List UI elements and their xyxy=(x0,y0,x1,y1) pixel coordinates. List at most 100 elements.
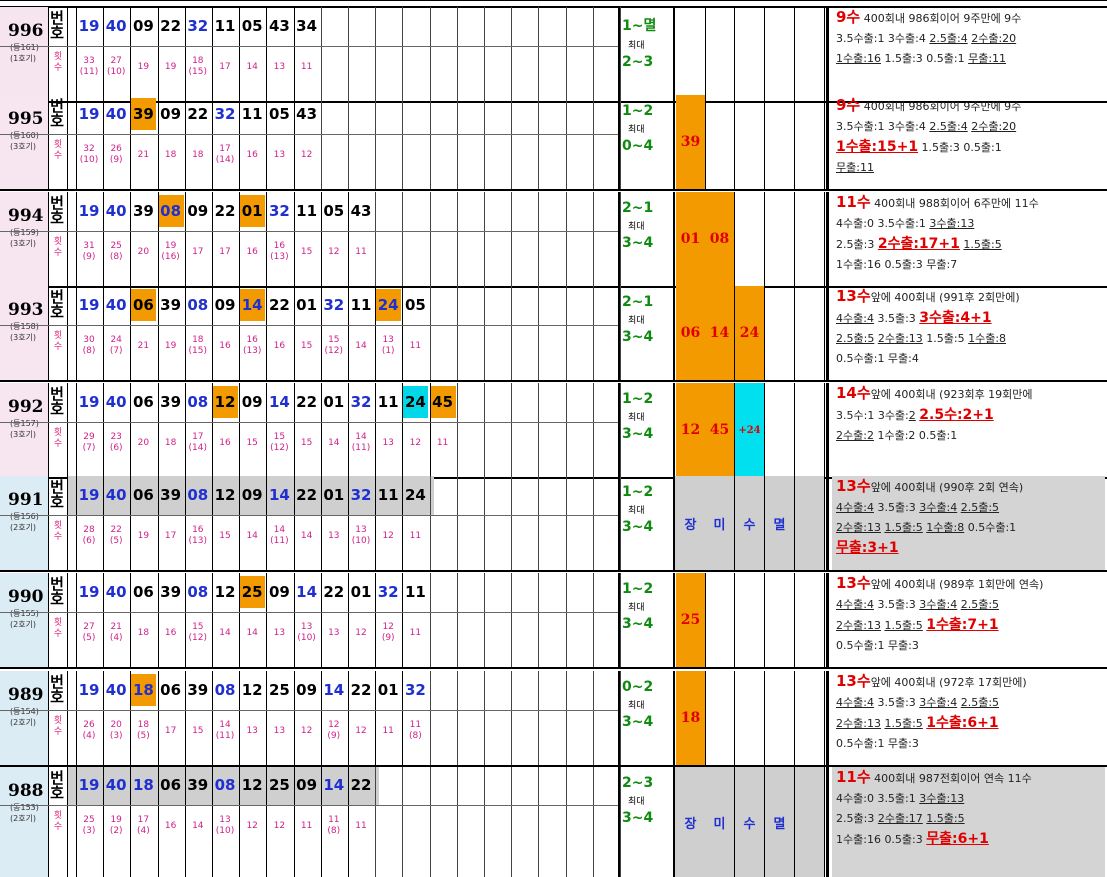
count-cell: 11 xyxy=(348,237,374,267)
grid-line xyxy=(429,476,431,570)
label-number: 번호 xyxy=(50,387,66,417)
extra-number: 미 xyxy=(705,476,734,570)
count-rank: (14) xyxy=(215,155,235,165)
count-value: 18 xyxy=(137,627,150,638)
lotto-number: 32 xyxy=(187,16,209,35)
count-value: 13 xyxy=(273,61,286,72)
divider xyxy=(673,95,675,189)
range-max-label: 최대 xyxy=(628,603,645,613)
note-text: 2.5수:2+1 xyxy=(919,407,994,423)
range-bottom: 3~4 xyxy=(622,235,654,251)
grid-line xyxy=(484,286,485,380)
grid-line xyxy=(764,573,765,667)
note-text: 2.5출:4 xyxy=(929,32,968,45)
count-value: 15 xyxy=(246,437,258,448)
grid-line xyxy=(320,192,322,286)
grid-line xyxy=(484,95,485,189)
grid-line xyxy=(103,671,105,765)
count-rank: (6) xyxy=(109,443,123,453)
count-rank: (9) xyxy=(381,633,395,643)
count-rank: (9) xyxy=(82,252,96,262)
extra-number: 25 xyxy=(676,573,705,667)
grid-line xyxy=(212,286,213,380)
grid-line xyxy=(794,286,795,380)
grid-line xyxy=(130,95,132,189)
count-value: 18 xyxy=(164,437,177,448)
count-cell: 23 (6) xyxy=(103,428,129,458)
divider xyxy=(67,573,68,667)
lotto-number: 09 xyxy=(160,104,182,123)
count-cell: 30 (8) xyxy=(76,331,102,361)
grid-line xyxy=(429,7,431,101)
divider xyxy=(673,573,675,667)
grid-line xyxy=(764,383,765,477)
range-max-label: 최대 xyxy=(628,413,645,423)
label-count-text: 횟수 xyxy=(53,52,63,73)
count-value: 17 xyxy=(192,246,204,257)
count-cell: 21 (4) xyxy=(103,618,129,648)
count-value: 15 xyxy=(300,340,313,351)
grid-line xyxy=(538,7,540,101)
count-rank: (10) xyxy=(215,826,235,836)
grid-line xyxy=(402,573,404,667)
draw-id-cell: 993 (동158) (3호기) xyxy=(0,286,49,380)
draw-row: 995 (동160) (3호기) 번호 횟수 19 40 39 09 22 32 11 05 43 32 (1… xyxy=(0,95,1107,191)
count-value: 13 xyxy=(273,725,286,736)
lotto-number: 05 xyxy=(268,104,290,123)
note-text: 1수출:15+1 xyxy=(836,139,919,155)
draw-number: 988 xyxy=(8,781,44,801)
range-cell: 1~2 최대 3~4 xyxy=(622,391,672,442)
grid-line xyxy=(266,476,268,570)
grid-line xyxy=(184,192,186,286)
draw-sub-dong: (동160) xyxy=(10,131,39,140)
grid-line xyxy=(794,767,795,877)
count-value: 15 xyxy=(273,432,286,442)
range-top: 2~3 xyxy=(622,775,654,791)
grid-line xyxy=(0,710,620,711)
extra-number: 수 xyxy=(735,476,764,570)
grid-line xyxy=(824,7,825,101)
range-top: 1~2 xyxy=(622,484,654,500)
count-rank: (8) xyxy=(409,731,422,741)
count-value: 16 xyxy=(246,335,258,345)
grid-line xyxy=(456,767,458,877)
grid-line xyxy=(0,46,620,47)
grid-line xyxy=(764,7,765,101)
grid-line xyxy=(592,573,594,667)
grid-line xyxy=(402,476,404,570)
lotto-number: 22 xyxy=(268,295,290,314)
grid-line xyxy=(239,7,241,101)
count-cell: 16 (13) xyxy=(239,331,265,361)
grid-line xyxy=(429,767,431,877)
count-cell: 13 (10) xyxy=(348,521,374,551)
lotto-number: 05 xyxy=(323,201,345,220)
count-cell: 18 (5) xyxy=(130,716,156,746)
draw-number: 996 xyxy=(8,21,44,41)
lotto-number: 22 xyxy=(350,680,372,699)
grid-line xyxy=(76,767,77,877)
count-cell: 11 xyxy=(402,331,428,361)
grid-line xyxy=(824,95,825,189)
lotto-number: 32 xyxy=(350,485,372,504)
count-rank: (13) xyxy=(188,536,208,546)
lotto-number: 11 xyxy=(296,201,318,220)
count-cell: 18 xyxy=(130,618,156,648)
count-value: 17 xyxy=(219,61,231,72)
note-text: 400회내 986회이어 9주만에 9수 xyxy=(860,12,1022,25)
count-cell: 14 (11) xyxy=(348,428,374,458)
divider xyxy=(618,767,620,877)
draw-row: 993 (동158) (3호기) 번호 횟수 19 40 06 39 08 09 14 22 01 32 11… xyxy=(0,286,1107,382)
grid-line xyxy=(0,422,620,423)
grid-line xyxy=(348,573,349,667)
label-number-text: 번호 xyxy=(50,385,64,418)
count-value: 25 xyxy=(110,241,122,251)
note-text: 4수출:4 xyxy=(836,501,874,514)
grid-line xyxy=(76,286,77,380)
count-rank: (9) xyxy=(109,155,123,165)
grid-line xyxy=(565,573,567,667)
note-text: 2.5출:5 xyxy=(960,696,1000,709)
draw-sub-dong: (동156) xyxy=(10,512,39,521)
count-value: 16 xyxy=(219,340,231,351)
count-rank: (8) xyxy=(109,252,123,262)
divider xyxy=(826,767,829,877)
